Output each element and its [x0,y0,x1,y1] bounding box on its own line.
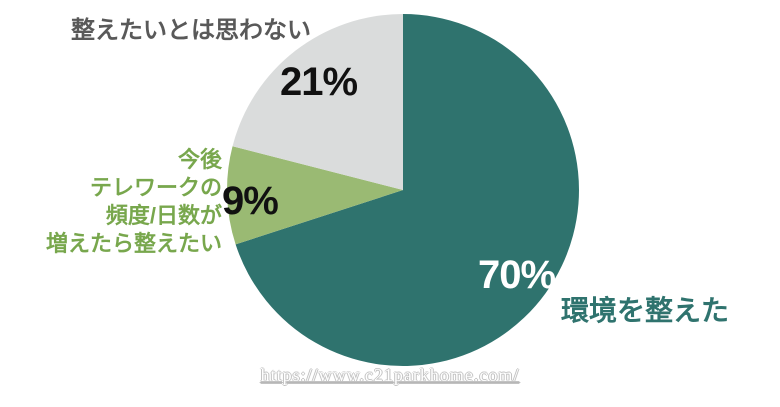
label-prepared: 環境を整えた [561,295,730,326]
pie-slice-prepared [235,14,579,366]
label-will-prepare-if-telework-increases: 今後 テレワークの 頻度/日数が 増えたら整えたい [38,146,222,258]
value-label-no-intention: 21% [280,60,358,104]
label-no-intention: 整えたいとは思わない [71,17,311,44]
label-line-2: テレワークの [89,175,222,200]
value-label-prepared: 70% [478,253,556,297]
label-line-3: 頻度/日数が [105,203,222,228]
label-line-1: 今後 [177,147,222,172]
value-label-will-prepare: 9% [222,179,279,223]
label-line-4: 増えたら整えたい [45,231,222,256]
pie-slice-will-prepare-if-telework-increases [226,146,403,245]
pie-slice-no-intention [232,13,403,190]
watermark-url: https://www.c21parkhome.com/ [260,365,520,385]
